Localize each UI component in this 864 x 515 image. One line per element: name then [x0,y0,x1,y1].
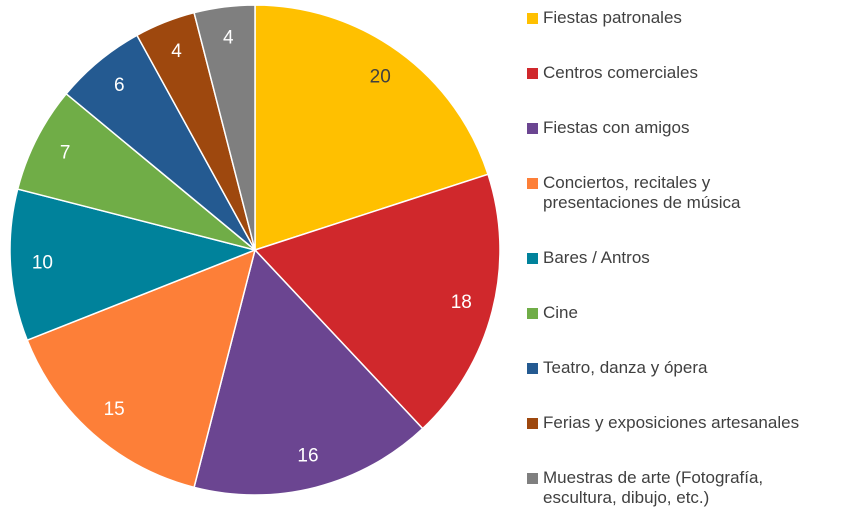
pie-slice [254,4,489,252]
pie-slice [193,248,424,496]
legend-label: Fiestas con amigos [543,118,690,137]
legend-label: Cine [543,303,578,322]
legend-label: Bares / Antros [543,248,650,267]
legend-swatch [527,253,538,264]
pie-slice [16,92,256,251]
legend-swatch [527,178,538,189]
legend-item: Centros comerciales [527,63,863,83]
pie-slice [193,4,256,251]
legend-item: Fiestas patronales [527,8,863,28]
data-label: 7 [60,142,71,163]
legend-item: Fiestas con amigos [527,118,863,138]
legend-label: Muestras de arte (Fotografía, escultura,… [543,468,764,507]
data-label: 10 [32,252,53,273]
legend-label: Fiestas patronales [543,8,682,27]
data-label: 18 [451,292,472,313]
legend-label: Teatro, danza y ópera [543,358,708,377]
legend-label: Ferias y exposiciones artesanales [543,413,800,432]
pie-slice [253,173,501,430]
legend-swatch [527,308,538,319]
pie-slice [26,248,257,489]
legend-swatch [527,13,538,24]
legend-label: Centros comerciales [543,63,698,82]
data-label: 4 [223,28,234,49]
legend-swatch [527,68,538,79]
legend-item: Cine [527,303,863,323]
legend-item: Bares / Antros [527,248,863,268]
data-label: 6 [114,75,125,96]
legend-item: Ferias y exposiciones artesanales [527,413,863,433]
legend-swatch [527,473,538,484]
legend-swatch [527,363,538,374]
data-label: 4 [171,41,182,62]
legend-label: Conciertos, recitales y presentaciones d… [543,173,741,212]
legend-item: Muestras de arte (Fotografía, escultura,… [527,468,863,508]
legend-swatch [527,418,538,429]
data-label: 16 [297,445,318,466]
legend-item: Teatro, danza y ópera [527,358,863,378]
legend: Fiestas patronales Centros comerciales Fie… [527,8,863,508]
data-label: 20 [370,67,391,88]
pie-slice [9,188,258,342]
legend-item: Conciertos, recitales y presentaciones d… [527,173,863,213]
data-label: 15 [104,399,125,420]
legend-swatch [527,123,538,134]
